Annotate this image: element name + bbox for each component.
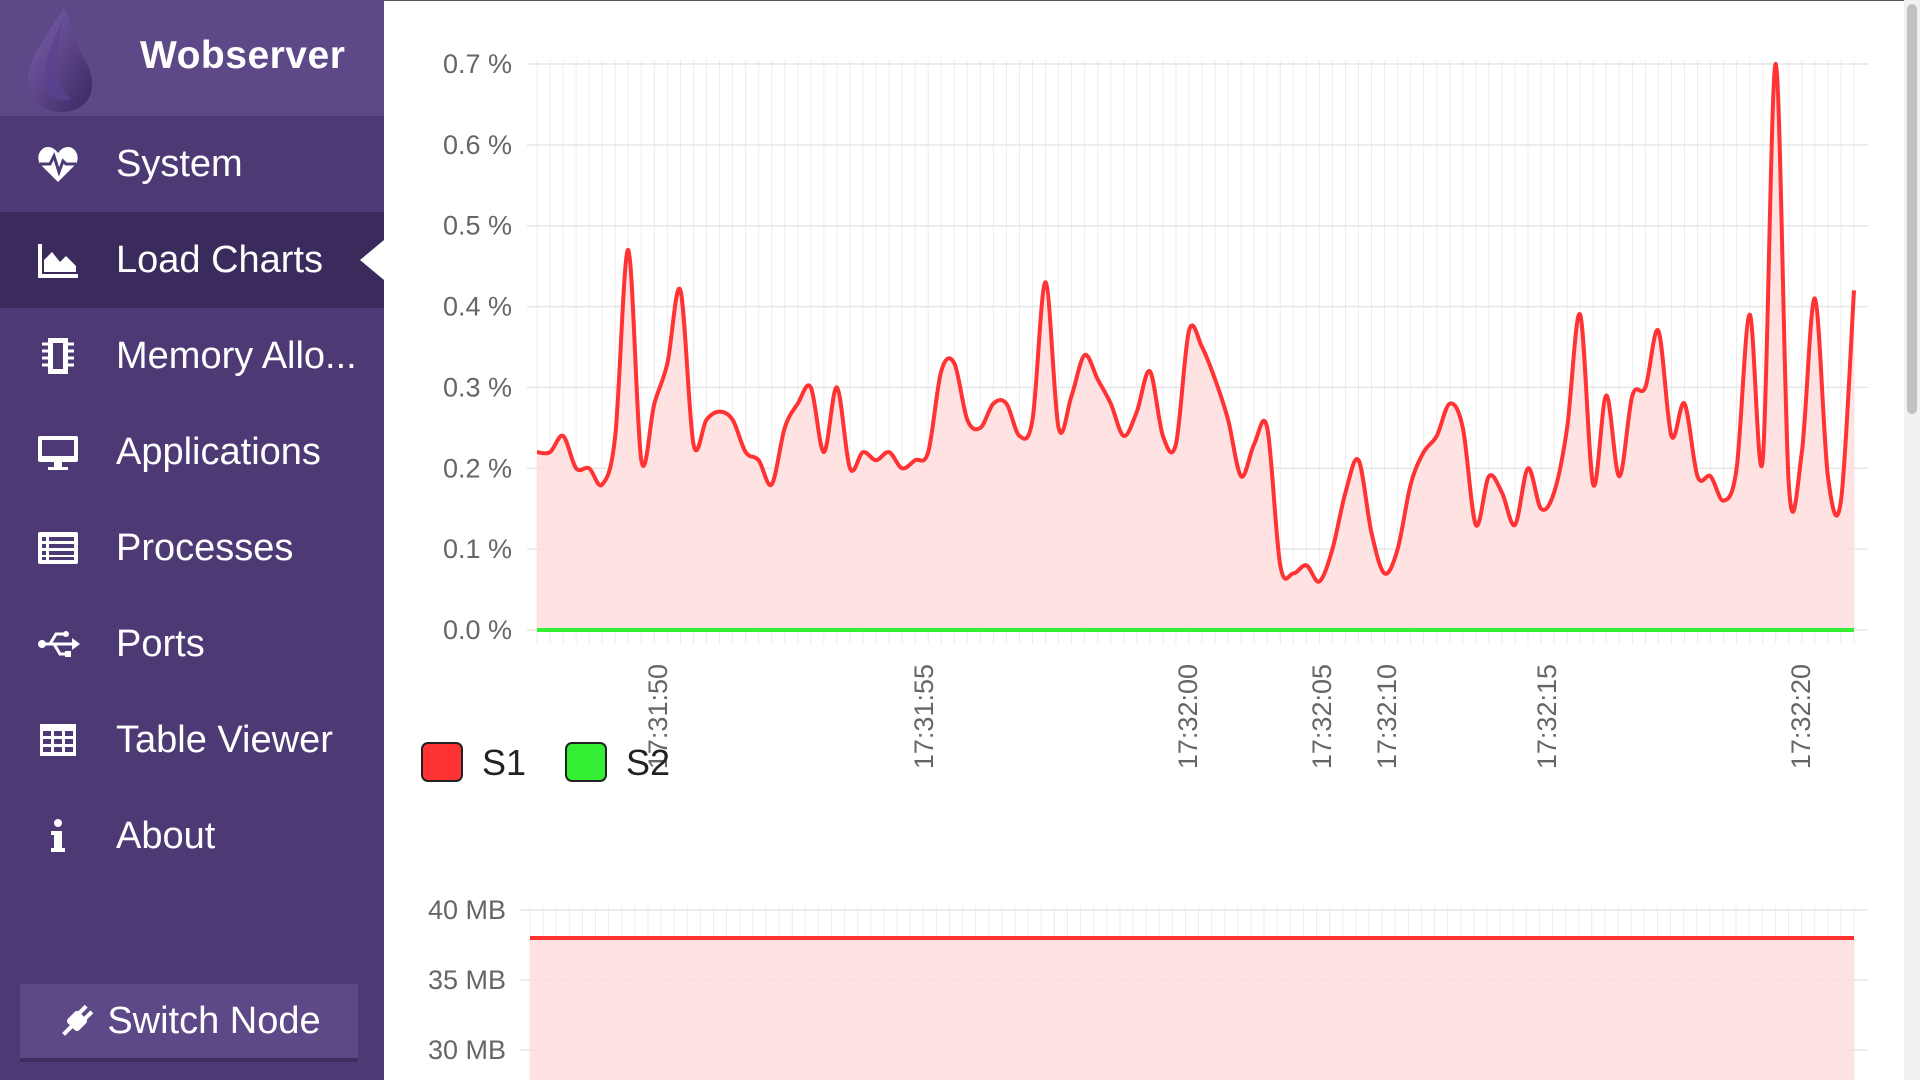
x-tick-label: 17:32:00 xyxy=(1173,664,1203,769)
scrollbar-thumb[interactable] xyxy=(1907,4,1917,414)
sidebar-nav: System Load Charts xyxy=(0,116,384,884)
x-tick-label: 17:31:55 xyxy=(909,664,939,769)
sidebar-item-label: System xyxy=(116,142,243,185)
app-title: Wobserver xyxy=(140,34,346,77)
area-chart-icon xyxy=(36,238,80,282)
legend-swatch xyxy=(565,742,607,782)
y-tick-label: 40 MB xyxy=(428,900,506,925)
memory-chip-icon xyxy=(36,334,80,378)
series-s1-area xyxy=(537,63,1854,630)
sidebar-item-processes[interactable]: Processes xyxy=(0,500,384,596)
sidebar-item-label: Ports xyxy=(116,622,205,665)
cpu-load-chart: 0.0 % 0.1 % 0.2 % 0.3 % 0.4 % 0.5 % 0.6 % 0.7 %… xyxy=(421,49,1868,783)
elixir-drop-logo xyxy=(28,8,93,112)
series-s1-line xyxy=(536,61,1856,584)
sidebar-item-load-charts[interactable]: Load Charts xyxy=(0,212,384,308)
y-tick-label: 0.1 % xyxy=(443,534,512,564)
switch-node-button[interactable]: Switch Node xyxy=(20,984,358,1062)
x-axis-ticks: 17:31:50 17:31:55 17:32:00 17:32:05 17:32:10… xyxy=(643,664,1816,769)
heartbeat-icon xyxy=(36,142,80,186)
scrollbar[interactable] xyxy=(1904,0,1920,1080)
sidebar-item-label: About xyxy=(116,814,216,857)
chart-legend: S1 S2 xyxy=(421,742,670,783)
top-border xyxy=(384,0,1920,1)
x-tick-label: 17:32:05 xyxy=(1307,664,1337,769)
x-tick-label: 17:32:20 xyxy=(1786,664,1816,769)
x-tick-label: 17:32:10 xyxy=(1372,664,1402,769)
sidebar-item-label: Memory Allo... xyxy=(116,334,357,377)
list-icon xyxy=(36,526,80,570)
usb-icon xyxy=(36,622,80,666)
brand-header[interactable]: Wobserver xyxy=(0,0,384,116)
y-tick-label: 0.0 % xyxy=(443,615,512,645)
sidebar-item-label: Processes xyxy=(116,526,294,569)
sidebar-item-applications[interactable]: Applications xyxy=(0,404,384,500)
switch-node-label: Switch Node xyxy=(107,999,321,1042)
sidebar-item-memory-allocators[interactable]: Memory Allo... xyxy=(0,308,384,404)
y-tick-label: 0.3 % xyxy=(443,372,512,402)
plug-icon xyxy=(62,1004,94,1036)
y-tick-label: 0.2 % xyxy=(443,453,512,483)
sidebar-item-ports[interactable]: Ports xyxy=(0,596,384,692)
y-tick-label: 35 MB xyxy=(428,965,506,995)
legend-swatch xyxy=(421,742,463,782)
sidebar-item-label: Load Charts xyxy=(116,238,324,281)
x-tick-label: 17:31:50 xyxy=(643,664,673,769)
y-axis-ticks: 0.0 % 0.1 % 0.2 % 0.3 % 0.4 % 0.5 % 0.6 % 0.7 % xyxy=(443,49,512,645)
legend-label: S2 xyxy=(626,742,670,783)
y-tick-label: 0.4 % xyxy=(443,292,512,322)
series-s1-area xyxy=(530,938,1854,1080)
legend-label: S1 xyxy=(482,742,526,783)
sidebar-item-table-viewer[interactable]: Table Viewer xyxy=(0,692,384,788)
sidebar-item-label: Applications xyxy=(116,430,321,473)
y-axis-ticks: 30 MB 35 MB 40 MB xyxy=(428,900,506,1065)
y-tick-label: 0.6 % xyxy=(443,130,512,160)
sidebar: Wobserver System Load Charts xyxy=(0,0,384,1080)
sidebar-item-label: Table Viewer xyxy=(116,718,333,761)
info-icon xyxy=(36,814,80,858)
sidebar-item-about[interactable]: About xyxy=(0,788,384,884)
y-tick-label: 30 MB xyxy=(428,1035,506,1065)
y-tick-label: 0.7 % xyxy=(443,49,512,79)
desktop-icon xyxy=(36,430,80,474)
table-icon xyxy=(36,718,80,762)
y-tick-label: 0.5 % xyxy=(443,211,512,241)
x-tick-label: 17:32:15 xyxy=(1532,664,1562,769)
main-content: 0.0 % 0.1 % 0.2 % 0.3 % 0.4 % 0.5 % 0.6 % 0.7 %… xyxy=(384,0,1920,1080)
sidebar-item-system[interactable]: System xyxy=(0,116,384,212)
memory-chart: 30 MB 35 MB 40 MB xyxy=(428,900,1868,1080)
